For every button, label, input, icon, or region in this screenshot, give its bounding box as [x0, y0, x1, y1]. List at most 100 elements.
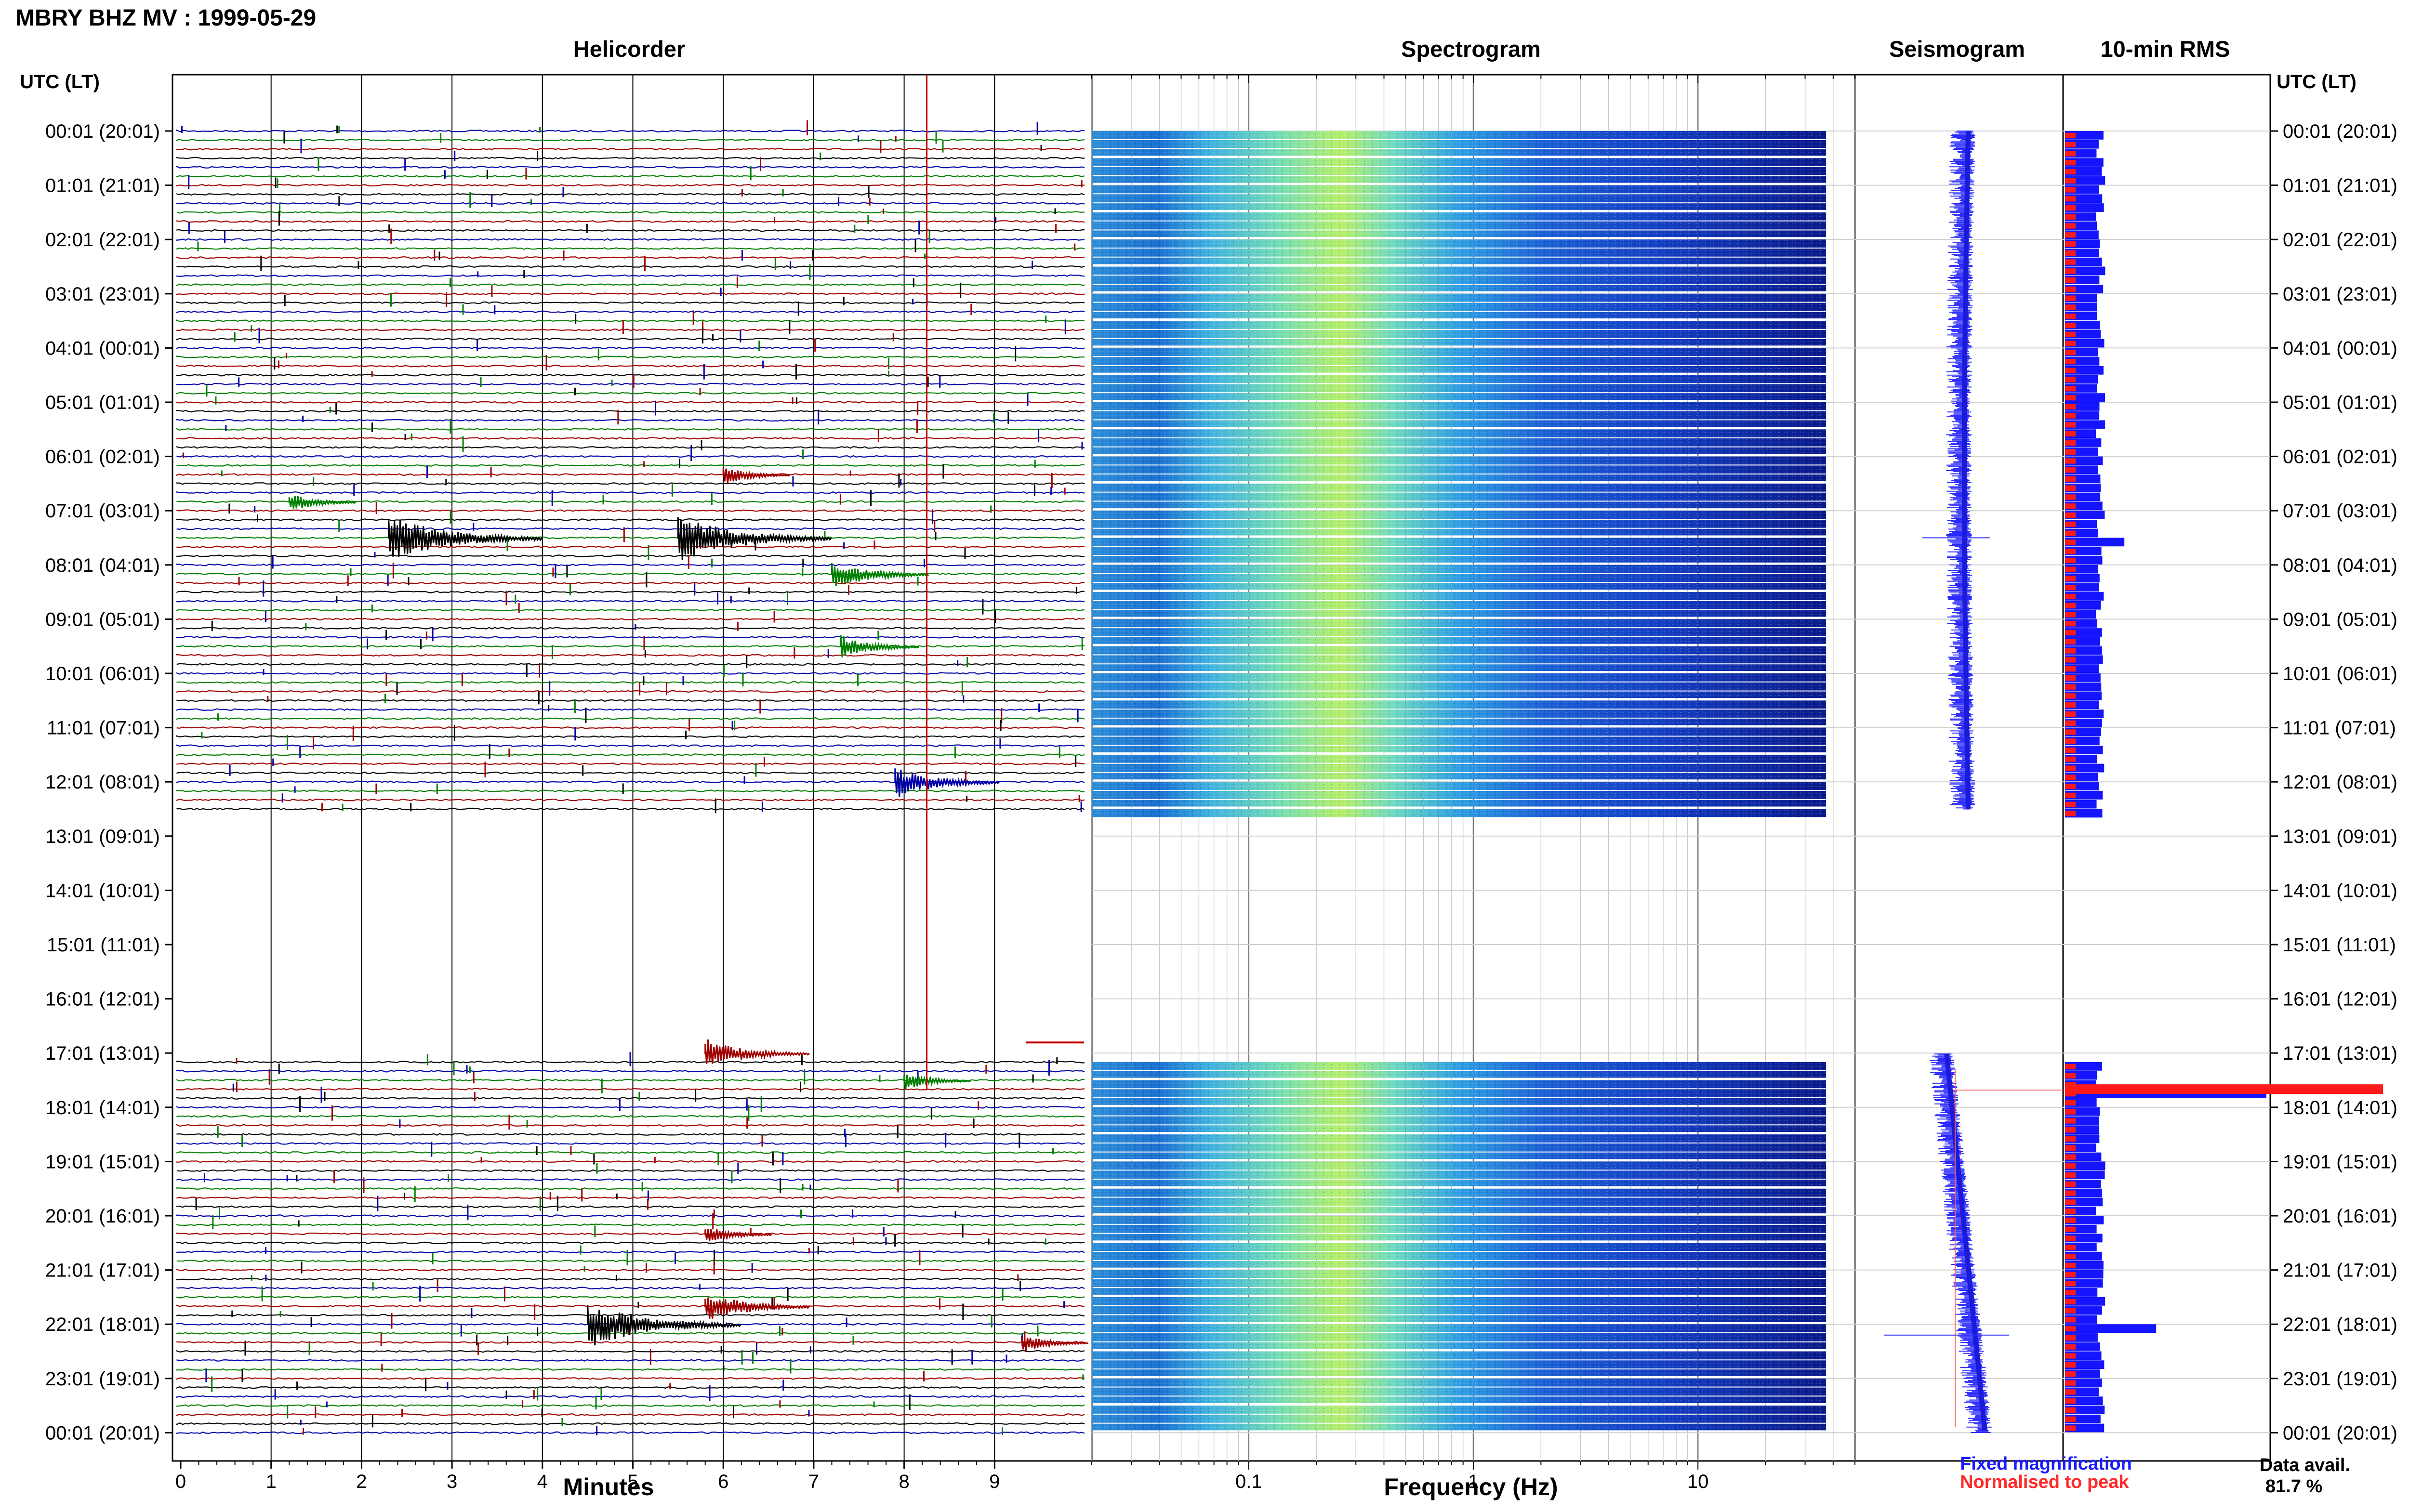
- helicorder-trace: [176, 329, 1085, 331]
- rms-normalised-bar: [2065, 286, 2076, 292]
- rms-normalised-bar: [2065, 503, 2076, 509]
- rms-normalised-bar: [2065, 196, 2076, 202]
- data-availability: Data avail. 81.7 %: [2260, 1455, 2350, 1497]
- helicorder-trace: [176, 1088, 1085, 1091]
- spectrogram-texture: [1092, 1062, 1826, 1070]
- rms-normalised-bar: [2065, 775, 2076, 780]
- helicorder-trace: [176, 428, 1085, 431]
- rms-normalised-bar: [2065, 1245, 2076, 1250]
- rms-normalised-bar: [2065, 1199, 2076, 1205]
- time-label-left: 09:01 (05:01): [45, 609, 160, 630]
- helicorder-trace: [176, 771, 1085, 775]
- rms-normalised-bar: [2065, 304, 2076, 310]
- spectrogram-texture: [1092, 1396, 1826, 1404]
- spectrogram-texture: [1092, 302, 1826, 311]
- time-label-left: 11:01 (07:01): [47, 718, 160, 739]
- spectrogram-texture: [1092, 1387, 1826, 1396]
- spectrogram-texture: [1092, 1270, 1826, 1278]
- rms-normalised-bar: [2065, 729, 2076, 735]
- spectrogram-texture: [1092, 239, 1826, 248]
- spectrogram-texture: [1092, 1306, 1826, 1315]
- helicorder-event: [288, 496, 356, 509]
- spectrogram-texture: [1092, 312, 1826, 319]
- spectrogram-texture: [1092, 501, 1826, 509]
- rms-normalised-bar: [2065, 440, 2076, 446]
- helicorder-trace: [176, 193, 1085, 196]
- spectrogram-texture: [1092, 1197, 1826, 1206]
- rms-normalised-bar: [2065, 792, 2076, 798]
- helicorder-trace: [176, 419, 1085, 422]
- helicorder-trace: [176, 138, 1085, 142]
- spectrogram-texture: [1092, 321, 1826, 329]
- time-label-right: 00:01 (20:01): [2283, 1422, 2397, 1444]
- time-label-left: 03:01 (23:01): [45, 284, 160, 305]
- time-label-left: 01:01 (21:01): [45, 175, 160, 197]
- helicorder-trace: [176, 1133, 1085, 1136]
- helicorder-trace: [176, 365, 1085, 368]
- helicorder-trace: [176, 1314, 1085, 1317]
- spectrogram-texture: [1092, 565, 1826, 573]
- spectrogram-texture: [1092, 528, 1826, 536]
- spectrogram-texture: [1092, 456, 1826, 465]
- spectrogram-texture: [1092, 809, 1826, 817]
- rms-normalised-bar: [2065, 612, 2076, 618]
- rms-normalised-bar: [2065, 648, 2076, 654]
- rms-normalised-bar: [2065, 232, 2076, 238]
- helicorder-trace: [176, 545, 1085, 549]
- helicorder-event: [1021, 1336, 1089, 1352]
- spectrogram-texture: [1092, 619, 1826, 628]
- rms-normalised-bar: [2065, 358, 2076, 365]
- spectrogram-texture: [1092, 203, 1826, 210]
- helicorder-trace: [176, 1350, 1085, 1353]
- helicorder-trace: [176, 165, 1085, 169]
- spectrogram-texture: [1092, 366, 1826, 373]
- rms-normalised-bar: [2065, 802, 2076, 807]
- helicorder-trace: [176, 618, 1085, 621]
- helicorder-trace: [176, 1106, 1085, 1109]
- spectrogram-texture: [1092, 1098, 1826, 1105]
- time-label-left: 18:01 (14:01): [45, 1097, 160, 1118]
- helicorder-event: [388, 519, 543, 557]
- helicorder-traces: [176, 75, 1089, 1435]
- spectrogram-texture: [1092, 718, 1826, 725]
- spectrogram-texture: [1092, 492, 1826, 501]
- helicorder-trace: [176, 482, 1085, 485]
- time-label-right: 02:01 (22:01): [2283, 229, 2397, 250]
- spectrogram-texture: [1092, 375, 1826, 383]
- time-label-right: 09:01 (05:01): [2283, 609, 2397, 630]
- rms-normalised-bar: [2065, 132, 2076, 139]
- helicorder-event: [722, 468, 790, 484]
- time-label-left: 08:01 (04:01): [45, 555, 160, 576]
- rms-normalised-bar: [2065, 1253, 2076, 1260]
- spectrogram-texture: [1092, 1089, 1826, 1098]
- rms-normalised-bar: [2065, 1181, 2076, 1187]
- spectrogram-texture: [1092, 257, 1826, 264]
- spectrogram-texture: [1092, 474, 1826, 481]
- spectrogram-texture: [1092, 1297, 1826, 1305]
- time-label-right: 19:01 (15:01): [2283, 1151, 2397, 1172]
- rms-normalised-bar: [2065, 603, 2076, 608]
- helicorder-trace: [176, 591, 1085, 593]
- helicorder-trace: [176, 663, 1085, 666]
- rms-normalised-bar: [2065, 702, 2076, 708]
- rms-normalised-bar: [2065, 404, 2076, 410]
- spectrogram-texture: [1092, 1207, 1826, 1213]
- spectrogram-texture: [1092, 1252, 1826, 1260]
- rms-normalised-bar: [2065, 1326, 2076, 1332]
- helicorder-trace: [177, 1260, 1085, 1262]
- rms-normalised-bar: [2065, 449, 2076, 455]
- rms-normalised-bar: [2065, 322, 2076, 329]
- rms-normalised-bar: [2065, 1064, 2076, 1069]
- rms-normalised-bar: [2065, 756, 2076, 762]
- rms-fixed-bar: [2065, 538, 2125, 547]
- helicorder-trace: [176, 1124, 1085, 1127]
- helicorder-trace: [176, 373, 1085, 377]
- spectrogram-texture: [1092, 556, 1826, 563]
- helicorder-trace: [176, 636, 1085, 639]
- spectrogram-texture: [1092, 782, 1826, 790]
- spectrogram-texture: [1092, 1188, 1826, 1197]
- helicorder-event: [831, 563, 929, 587]
- helicorder-trace: [176, 1413, 1085, 1416]
- seismogram-title: Seismogram: [1889, 36, 2025, 62]
- helicorder-trace: [176, 581, 1085, 585]
